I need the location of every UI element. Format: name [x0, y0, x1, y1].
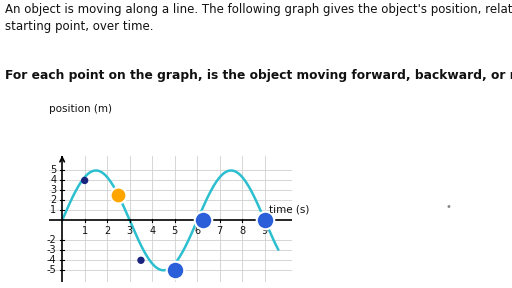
Point	[170, 268, 179, 272]
Text: 1: 1	[50, 205, 56, 215]
Text: 5: 5	[50, 166, 56, 175]
Point	[114, 193, 122, 198]
Text: For each point on the graph, is the object moving forward, backward, or neither?: For each point on the graph, is the obje…	[5, 69, 512, 82]
Text: 6: 6	[194, 226, 200, 236]
Point	[80, 178, 89, 183]
Text: •: •	[445, 202, 451, 212]
Text: position (m): position (m)	[49, 104, 112, 114]
Text: -4: -4	[47, 255, 56, 265]
Text: -3: -3	[47, 245, 56, 255]
Text: 7: 7	[217, 226, 223, 236]
Text: 2: 2	[104, 226, 110, 236]
Text: 4: 4	[149, 226, 155, 236]
Text: 3: 3	[50, 185, 56, 196]
Text: 2: 2	[50, 196, 56, 205]
Point	[199, 218, 207, 223]
Text: 4: 4	[50, 175, 56, 185]
Text: An object is moving along a line. The following graph gives the object's positio: An object is moving along a line. The fo…	[5, 3, 512, 33]
Text: time (s): time (s)	[269, 205, 310, 215]
Text: 5: 5	[172, 226, 178, 236]
Text: 1: 1	[81, 226, 88, 236]
Text: 3: 3	[126, 226, 133, 236]
Point	[137, 258, 145, 263]
Point	[261, 218, 269, 223]
Text: 9: 9	[262, 226, 268, 236]
Text: 8: 8	[239, 226, 245, 236]
Text: -5: -5	[47, 265, 56, 275]
Text: -2: -2	[47, 235, 56, 245]
